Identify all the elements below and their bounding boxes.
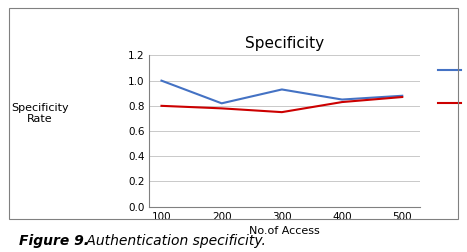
Proposed [159,79,164,82]
Without
RSS [339,101,345,104]
Proposed [279,88,285,91]
Without
RSS [399,96,405,99]
Text: Authentication specificity.: Authentication specificity. [82,234,266,248]
Line: Without
RSS: Without RSS [162,97,402,112]
Without
RSS [219,107,225,110]
Proposed [339,98,345,101]
Line: Proposed: Proposed [162,81,402,103]
Proposed [219,102,225,105]
X-axis label: No.of Access: No.of Access [249,226,320,236]
Text: Specificity
Rate: Specificity Rate [11,103,69,124]
Text: Figure 9.: Figure 9. [19,234,89,248]
Title: Specificity: Specificity [245,37,325,51]
Without
RSS [159,104,164,107]
Legend: Proposed, Without
RSS: Proposed, Without RSS [434,61,467,118]
Without
RSS [279,111,285,114]
Proposed [399,94,405,97]
